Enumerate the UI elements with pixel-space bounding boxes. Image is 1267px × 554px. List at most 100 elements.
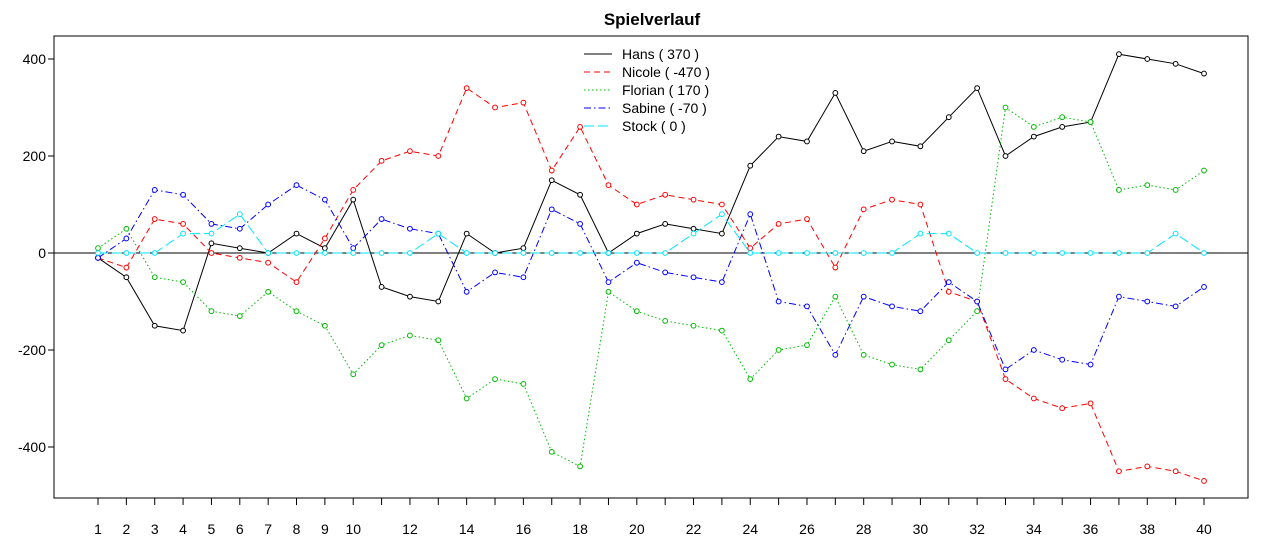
x-axis: 1 2 3 4 5 6 7 8 9 10 12 14 16 18 20 22 24 26 28 30 32 34 36 38 4… bbox=[94, 498, 1212, 537]
data-point-florian bbox=[463, 395, 470, 402]
chart-title: Spielverlauf bbox=[604, 10, 701, 29]
data-point-stock bbox=[1172, 230, 1179, 237]
data-point-florian bbox=[804, 342, 810, 349]
x-tick-label: 18 bbox=[572, 521, 588, 537]
data-point-nicole bbox=[832, 264, 839, 271]
data-point-sabine bbox=[860, 293, 867, 300]
data-point-stock bbox=[747, 250, 754, 256]
data-point-stock bbox=[832, 250, 839, 256]
x-tick-label: 40 bbox=[1196, 521, 1212, 537]
data-point-stock bbox=[775, 250, 782, 256]
data-point-sabine bbox=[747, 211, 754, 218]
data-point-hans bbox=[1172, 60, 1179, 67]
data-point-stock bbox=[945, 230, 952, 237]
data-point-hans bbox=[180, 327, 186, 334]
data-point-florian bbox=[775, 347, 782, 353]
data-point-nicole bbox=[747, 245, 754, 252]
data-point-florian bbox=[95, 245, 101, 252]
series-line-stock bbox=[98, 213, 1205, 254]
data-point-stock bbox=[1116, 250, 1122, 256]
data-point-florian bbox=[974, 308, 981, 315]
legend-label-stock: Stock ( 0 ) bbox=[622, 118, 686, 134]
data-point-florian bbox=[1201, 167, 1207, 174]
x-tick-label: 2 bbox=[122, 521, 130, 537]
data-point-stock bbox=[180, 230, 186, 237]
data-point-florian bbox=[1030, 124, 1037, 130]
data-point-sabine bbox=[265, 201, 272, 208]
x-tick-label: 10 bbox=[345, 521, 361, 537]
data-point-florian bbox=[1172, 187, 1179, 193]
data-point-stock bbox=[662, 250, 669, 256]
data-point-hans bbox=[1030, 133, 1037, 140]
data-point-nicole bbox=[577, 124, 584, 130]
data-point-hans bbox=[974, 85, 981, 91]
data-point-hans bbox=[123, 274, 130, 281]
legend-label-sabine: Sabine ( -70 ) bbox=[622, 100, 707, 116]
data-point-nicole bbox=[123, 264, 130, 271]
data-point-sabine bbox=[378, 216, 385, 222]
data-point-stock bbox=[95, 250, 101, 256]
data-point-florian bbox=[293, 308, 300, 315]
data-point-sabine bbox=[463, 288, 470, 295]
data-point-hans bbox=[407, 293, 413, 300]
data-point-stock bbox=[1087, 250, 1094, 256]
legend-label-hans: Hans ( 370 ) bbox=[622, 46, 699, 62]
data-point-stock bbox=[577, 250, 584, 256]
data-point-hans bbox=[1002, 153, 1009, 159]
data-point-florian bbox=[1059, 114, 1066, 121]
data-point-stock bbox=[1030, 250, 1037, 256]
data-point-hans bbox=[1144, 56, 1151, 62]
data-point-nicole bbox=[463, 85, 470, 91]
data-point-hans bbox=[350, 196, 357, 203]
data-point-sabine bbox=[662, 269, 669, 276]
data-point-sabine bbox=[633, 259, 640, 266]
data-point-florian bbox=[520, 381, 527, 387]
data-point-sabine bbox=[1002, 366, 1009, 373]
data-point-hans bbox=[860, 148, 867, 155]
data-point-florian bbox=[718, 327, 725, 334]
x-tick-label: 26 bbox=[799, 521, 815, 537]
data-point-florian bbox=[407, 332, 413, 339]
data-point-hans bbox=[463, 230, 470, 237]
data-point-hans bbox=[917, 143, 924, 150]
data-point-sabine bbox=[577, 221, 584, 227]
data-point-stock bbox=[974, 250, 981, 256]
data-point-sabine bbox=[236, 225, 243, 232]
data-point-nicole bbox=[293, 279, 300, 286]
data-point-hans bbox=[718, 230, 725, 237]
data-point-sabine bbox=[350, 245, 357, 252]
x-tick-label: 32 bbox=[969, 521, 985, 537]
x-tick-label: 1 bbox=[94, 521, 102, 537]
x-tick-label: 36 bbox=[1083, 521, 1099, 537]
data-point-nicole bbox=[662, 191, 669, 198]
data-point-hans bbox=[662, 221, 669, 227]
data-point-stock bbox=[889, 250, 895, 256]
data-point-florian bbox=[208, 308, 215, 315]
data-point-florian bbox=[378, 342, 385, 349]
data-point-florian bbox=[747, 376, 754, 383]
data-point-florian bbox=[690, 322, 697, 329]
x-tick-label: 4 bbox=[179, 521, 187, 537]
data-point-stock bbox=[1144, 250, 1151, 256]
data-point-stock bbox=[718, 211, 725, 218]
y-tick-label: 0 bbox=[38, 245, 46, 261]
data-point-sabine bbox=[95, 254, 101, 261]
data-point-florian bbox=[321, 322, 328, 329]
data-point-sabine bbox=[548, 206, 555, 213]
data-point-nicole bbox=[1087, 400, 1094, 407]
data-point-sabine bbox=[1172, 303, 1179, 310]
data-point-nicole bbox=[690, 196, 697, 203]
data-point-florian bbox=[945, 337, 952, 344]
data-point-hans bbox=[1201, 70, 1207, 77]
data-point-florian bbox=[662, 318, 669, 324]
data-point-stock bbox=[378, 250, 385, 256]
data-point-nicole bbox=[407, 148, 413, 155]
x-tick-label: 14 bbox=[459, 521, 475, 537]
data-point-stock bbox=[208, 230, 215, 237]
data-point-nicole bbox=[378, 157, 385, 164]
data-point-sabine bbox=[1116, 293, 1122, 300]
data-point-hans bbox=[832, 90, 839, 96]
data-point-nicole bbox=[520, 99, 527, 106]
data-point-hans bbox=[520, 245, 527, 252]
data-point-stock bbox=[407, 250, 413, 256]
